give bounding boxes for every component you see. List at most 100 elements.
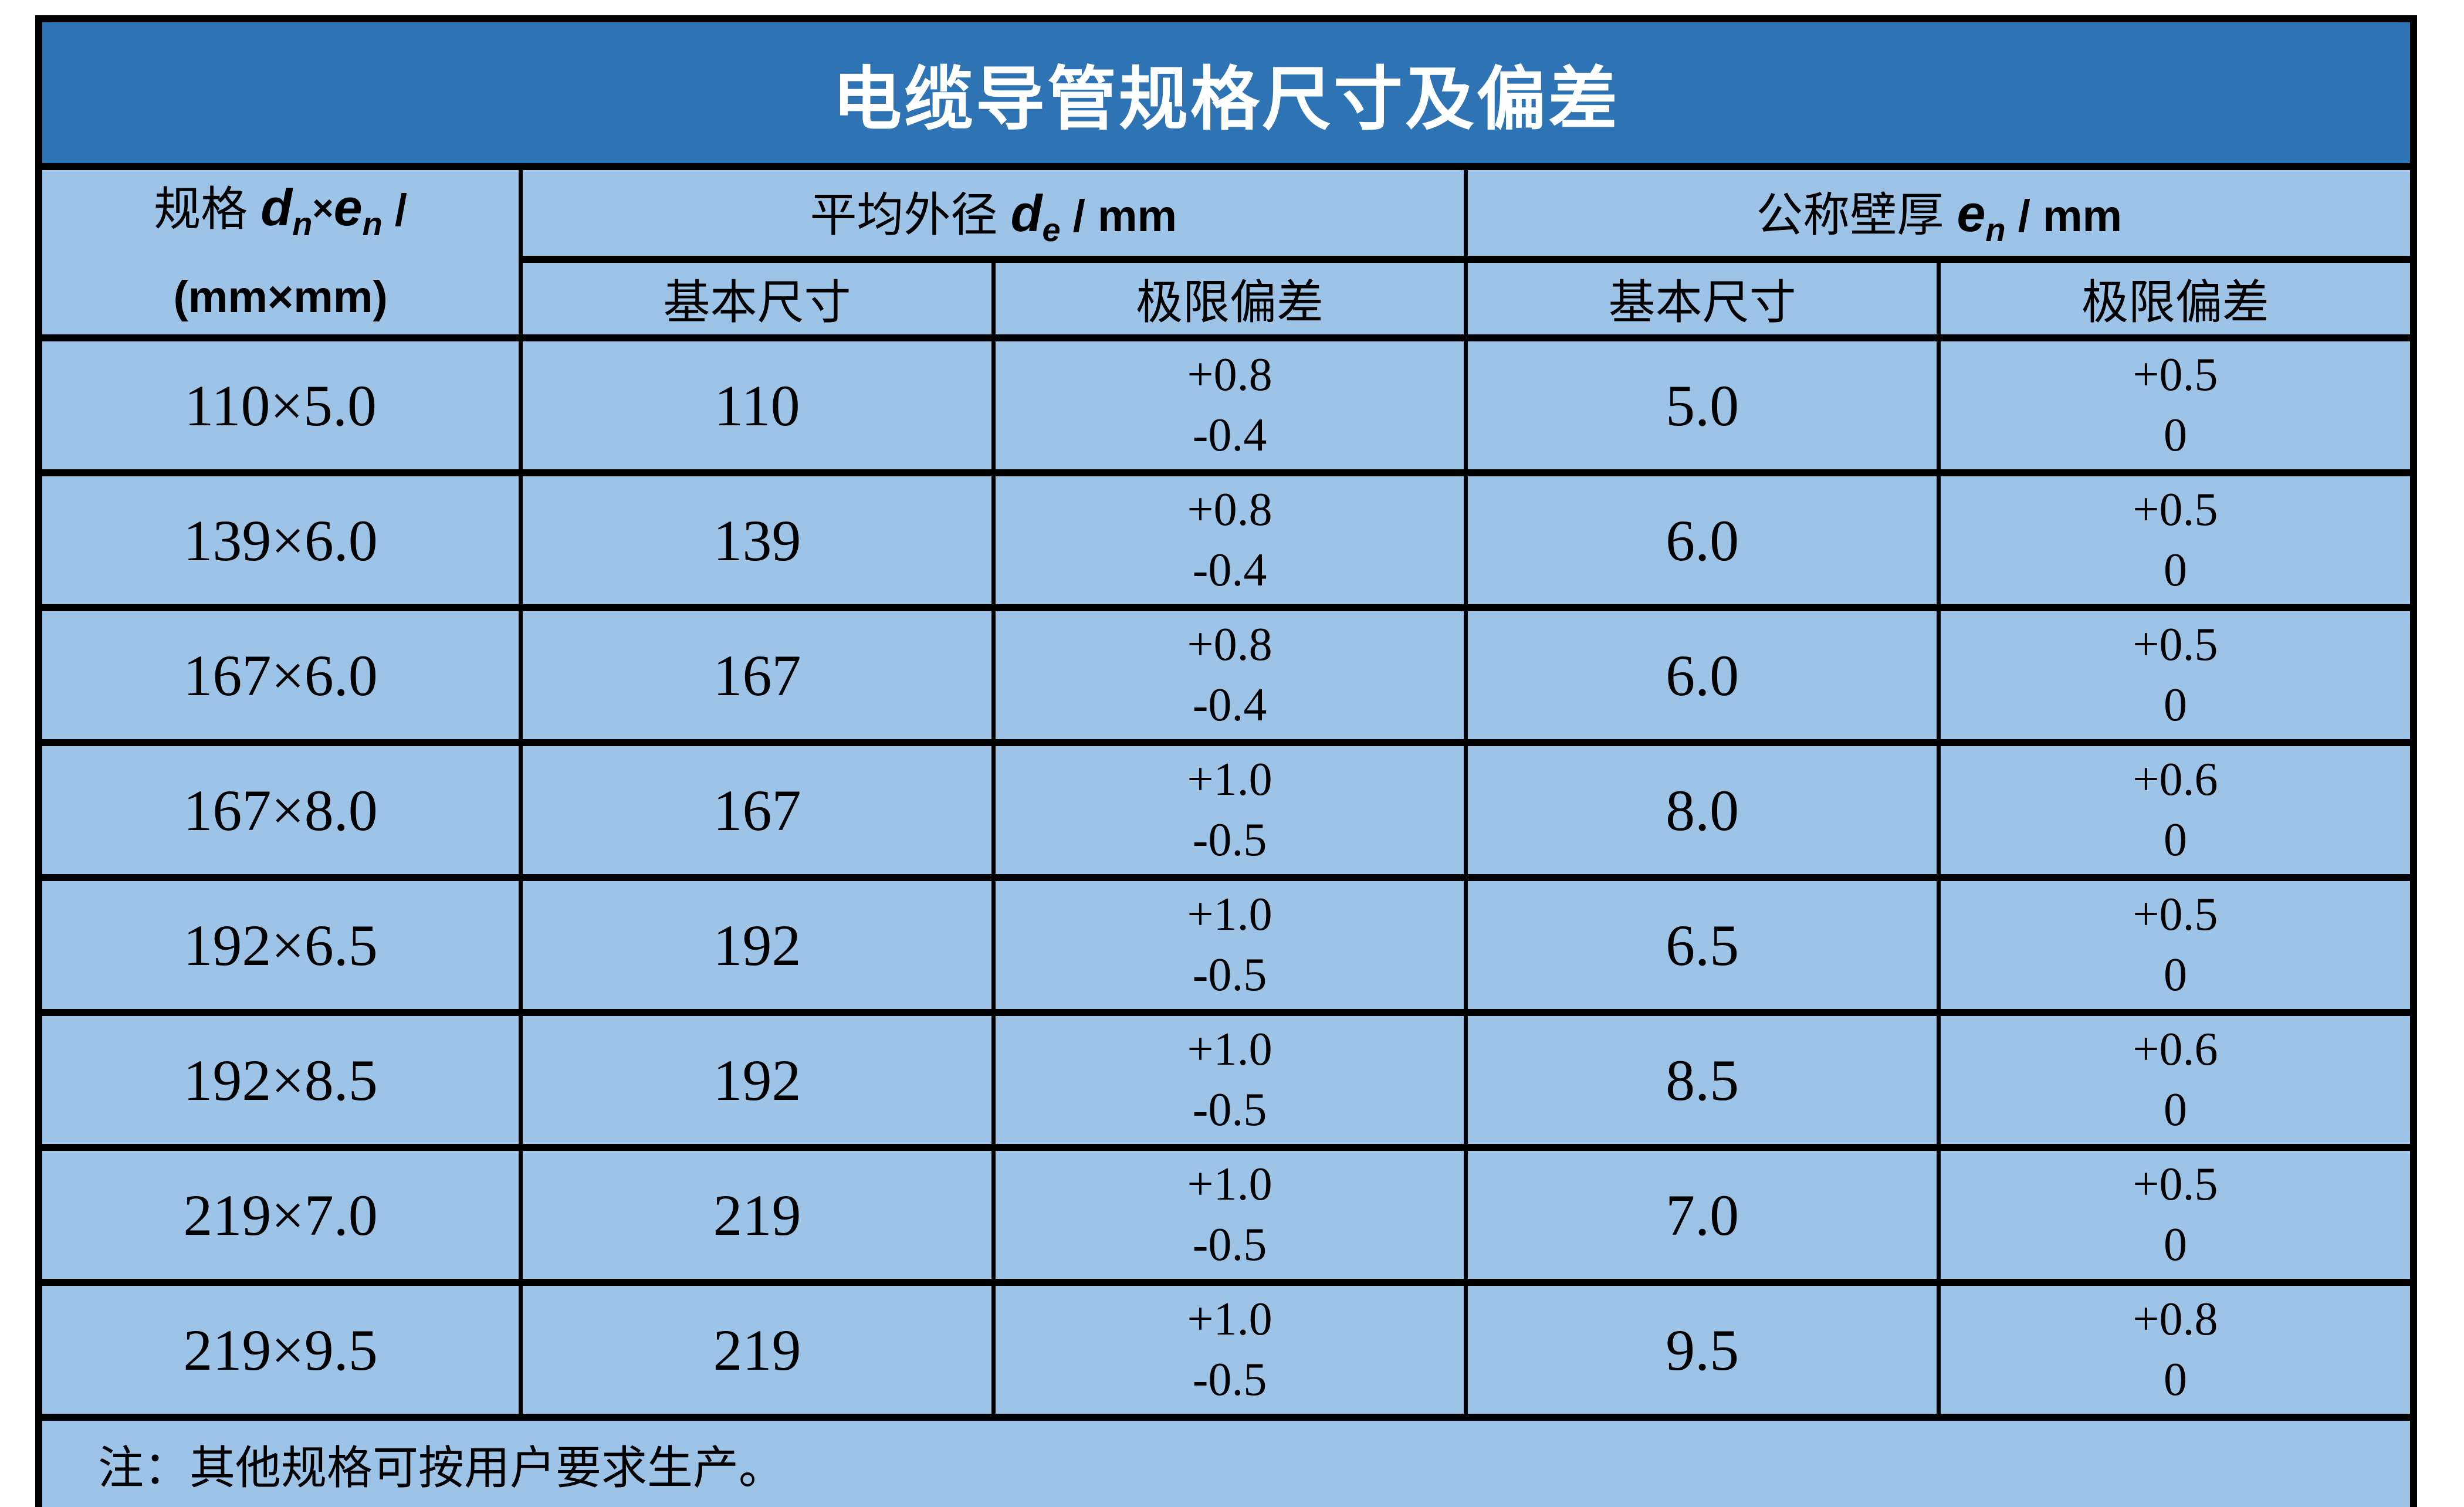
deviation-minus: 0: [2163, 1084, 2187, 1136]
table-row: 167×8.0 167 +1.0 -0.5 8.0 +0.6 0: [36, 739, 2416, 881]
wt-deviation-cell: +0.5 0: [1936, 1144, 2416, 1286]
wt-deviation-cell: +0.6 0: [1936, 1009, 2416, 1151]
wt-deviation-cell: +0.6 0: [1936, 739, 2416, 881]
cable-conduit-spec-table: 电缆导管规格尺寸及偏差 规格 dn×en / (mm×mm) 平均外径 de /…: [35, 15, 2417, 1507]
od-basic-cell: 192: [519, 874, 996, 1016]
deviation-plus: +1.0: [1187, 889, 1272, 940]
table-row: 110×5.0 110 +0.8 -0.4 5.0 +0.5 0: [36, 334, 2416, 476]
spec-header-line2: (mm×mm): [173, 272, 388, 322]
od-deviation-cell: +1.0 -0.5: [991, 874, 1468, 1016]
table-row: 219×7.0 219 +1.0 -0.5 7.0 +0.5 0: [36, 1144, 2416, 1286]
note-row: 注：其他规格可按用户要求生产。: [36, 1414, 2416, 1507]
col-header-outer-diameter: 平均外径 de / mm: [519, 162, 1468, 263]
od-deviation-cell: +1.0 -0.5: [991, 1144, 1468, 1286]
deviation-plus: +0.8: [1187, 349, 1272, 401]
deviation-minus: -0.5: [1192, 949, 1267, 1001]
table-row: 139×6.0 139 +0.8 -0.4 6.0 +0.5 0: [36, 469, 2416, 611]
od-deviation-cell: +0.8 -0.4: [991, 334, 1468, 476]
deviation-plus: +0.6: [2133, 1024, 2218, 1075]
deviation-minus: 0: [2163, 1354, 2187, 1406]
od-deviation-cell: +1.0 -0.5: [991, 739, 1468, 881]
table-note: 注：其他规格可按用户要求生产。: [36, 1414, 2416, 1507]
title-row: 电缆导管规格尺寸及偏差: [36, 15, 2416, 170]
od-deviation-cell: +1.0 -0.5: [991, 1279, 1468, 1421]
deviation-minus: -0.4: [1192, 409, 1267, 461]
table-row: 167×6.0 167 +0.8 -0.4 6.0 +0.5 0: [36, 604, 2416, 746]
spec-header-line1: 规格 dn×en /: [154, 178, 408, 242]
multiply-sign: ×: [312, 188, 334, 229]
deviation-minus: 0: [2163, 544, 2187, 596]
wt-basic-cell: 6.0: [1464, 469, 1941, 611]
subheader-od-limit-deviation: 极限偏差: [991, 256, 1468, 341]
subheader-wt-basic-size: 基本尺寸: [1464, 256, 1941, 341]
spec-cell: 110×5.0: [36, 334, 523, 476]
wt-basic-cell: 5.0: [1464, 334, 1941, 476]
spec-cell: 219×7.0: [36, 1144, 523, 1286]
symbol-dn: d: [260, 178, 293, 236]
od-basic-cell: 110: [519, 334, 996, 476]
deviation-minus: -0.5: [1192, 1084, 1267, 1136]
wt-deviation-cell: +0.8 0: [1936, 1279, 2416, 1421]
deviation-plus: +0.8: [1187, 619, 1272, 670]
deviation-minus: 0: [2163, 409, 2187, 461]
deviation-plus: +1.0: [1187, 1159, 1272, 1210]
od-basic-cell: 219: [519, 1144, 996, 1286]
deviation-plus: +0.5: [2133, 619, 2218, 670]
col-header-spec: 规格 dn×en / (mm×mm): [36, 163, 523, 341]
deviation-minus: 0: [2163, 814, 2187, 866]
symbol-de: d: [1010, 184, 1043, 243]
od-basic-cell: 167: [519, 739, 996, 881]
wt-basic-cell: 7.0: [1464, 1144, 1941, 1286]
table-row: 192×6.5 192 +1.0 -0.5 6.5 +0.5 0: [36, 874, 2416, 1016]
symbol-en-2: e: [1957, 184, 1986, 243]
wt-deviation-cell: +0.5 0: [1936, 874, 2416, 1016]
wt-deviation-cell: +0.5 0: [1936, 334, 2416, 476]
symbol-en: e: [333, 178, 363, 236]
od-basic-cell: 219: [519, 1279, 996, 1421]
header-row-sub: 基本尺寸 极限偏差 基本尺寸 极限偏差: [39, 256, 2416, 341]
wt-deviation-cell: +0.5 0: [1936, 469, 2416, 611]
table-row: 219×9.5 219 +1.0 -0.5 9.5 +0.8 0: [36, 1279, 2416, 1421]
subheader-od-basic-size: 基本尺寸: [519, 256, 996, 341]
deviation-minus: 0: [2163, 949, 2187, 1001]
wt-basic-cell: 9.5: [1464, 1279, 1941, 1421]
wt-deviation-cell: +0.5 0: [1936, 604, 2416, 746]
deviation-minus: -0.4: [1192, 544, 1267, 596]
od-deviation-cell: +0.8 -0.4: [991, 604, 1468, 746]
deviation-minus: -0.5: [1192, 1219, 1267, 1271]
wt-basic-cell: 6.0: [1464, 604, 1941, 746]
od-basic-cell: 139: [519, 469, 996, 611]
subheader-wt-limit-deviation: 极限偏差: [1936, 256, 2416, 341]
deviation-plus: +0.5: [2133, 1159, 2218, 1210]
spec-cell: 167×6.0: [36, 604, 523, 746]
od-basic-cell: 192: [519, 1009, 996, 1151]
od-deviation-cell: +1.0 -0.5: [991, 1009, 1468, 1151]
deviation-minus: 0: [2163, 679, 2187, 731]
table-row: 192×8.5 192 +1.0 -0.5 8.5 +0.6 0: [36, 1009, 2416, 1151]
deviation-minus: -0.4: [1192, 679, 1267, 731]
deviation-minus: -0.5: [1192, 814, 1267, 866]
wt-basic-cell: 8.5: [1464, 1009, 1941, 1151]
deviation-plus: +0.8: [2133, 1293, 2218, 1345]
deviation-plus: +0.5: [2133, 484, 2218, 536]
deviation-plus: +1.0: [1187, 754, 1272, 805]
deviation-plus: +0.5: [2133, 349, 2218, 401]
spec-cell: 192×8.5: [36, 1009, 523, 1151]
deviation-minus: 0: [2163, 1219, 2187, 1271]
wt-basic-cell: 8.0: [1464, 739, 1941, 881]
header-row-groups: 规格 dn×en / (mm×mm) 平均外径 de / mm 公称壁厚 en …: [36, 162, 2416, 341]
deviation-plus: +0.6: [2133, 754, 2218, 805]
od-basic-cell: 167: [519, 604, 996, 746]
od-deviation-cell: +0.8 -0.4: [991, 469, 1468, 611]
table-title: 电缆导管规格尺寸及偏差: [36, 15, 2416, 170]
deviation-plus: +1.0: [1187, 1024, 1272, 1075]
deviation-plus: +0.5: [2133, 889, 2218, 940]
col-header-wall-thickness: 公称壁厚 en / mm: [1464, 162, 2416, 263]
wt-basic-cell: 6.5: [1464, 874, 1941, 1016]
spec-cell: 192×6.5: [36, 874, 523, 1016]
spec-cell: 139×6.0: [36, 469, 523, 611]
spec-cell: 219×9.5: [36, 1279, 523, 1421]
spec-cell: 167×8.0: [36, 739, 523, 881]
deviation-minus: -0.5: [1192, 1354, 1267, 1406]
